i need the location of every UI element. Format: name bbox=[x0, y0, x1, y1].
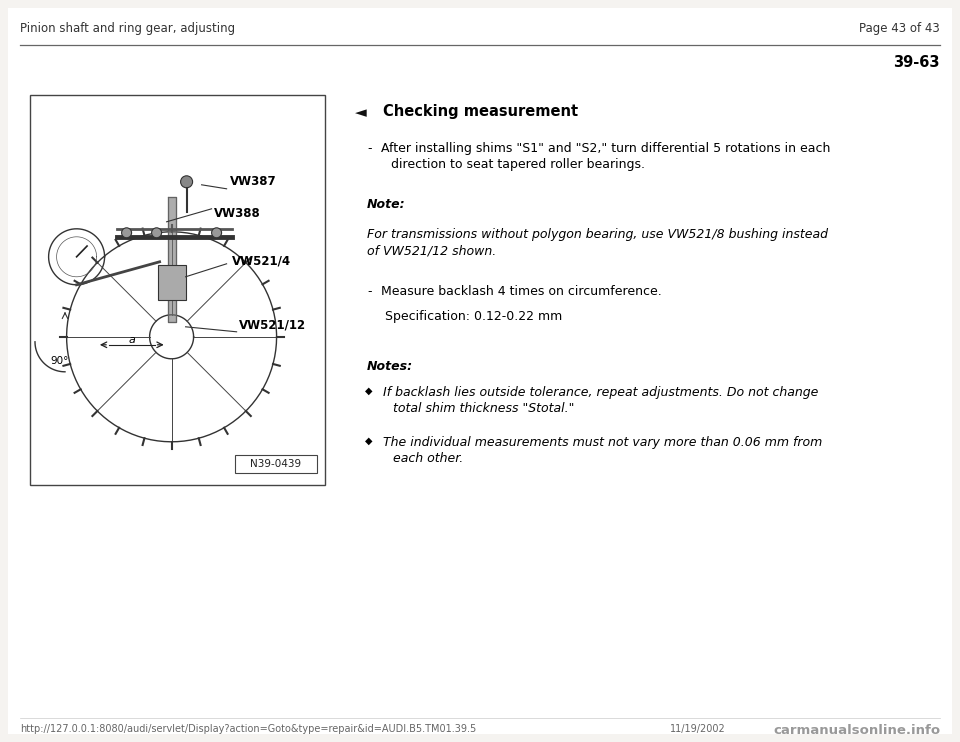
Text: VW387: VW387 bbox=[229, 175, 276, 188]
Text: direction to seat tapered roller bearings.: direction to seat tapered roller bearing… bbox=[391, 158, 645, 171]
Text: each other.: each other. bbox=[393, 452, 464, 465]
Text: 90°: 90° bbox=[51, 356, 69, 366]
Text: 39-63: 39-63 bbox=[894, 55, 940, 70]
Text: a: a bbox=[129, 335, 135, 345]
Bar bbox=[157, 265, 185, 300]
Text: Pinion shaft and ring gear, adjusting: Pinion shaft and ring gear, adjusting bbox=[20, 22, 235, 35]
Text: ◆: ◆ bbox=[365, 436, 372, 446]
Text: N39-0439: N39-0439 bbox=[251, 459, 301, 469]
Circle shape bbox=[211, 228, 222, 237]
Text: Measure backlash 4 times on circumference.: Measure backlash 4 times on circumferenc… bbox=[381, 285, 661, 298]
Text: Page 43 of 43: Page 43 of 43 bbox=[859, 22, 940, 35]
Text: For transmissions without polygon bearing, use VW521/8 bushing instead: For transmissions without polygon bearin… bbox=[367, 228, 828, 241]
Circle shape bbox=[152, 228, 161, 237]
Text: total shim thickness "Stotal.": total shim thickness "Stotal." bbox=[393, 402, 574, 415]
Text: VW521/4: VW521/4 bbox=[231, 255, 291, 268]
Bar bbox=[30, 95, 325, 485]
Text: The individual measurements must not vary more than 0.06 mm from: The individual measurements must not var… bbox=[383, 436, 823, 449]
Text: After installing shims "S1" and "S2," turn differential 5 rotations in each: After installing shims "S1" and "S2," tu… bbox=[381, 142, 830, 155]
Text: If backlash lies outside tolerance, repeat adjustments. Do not change: If backlash lies outside tolerance, repe… bbox=[383, 386, 818, 399]
Text: -: - bbox=[367, 285, 372, 298]
Circle shape bbox=[180, 176, 193, 188]
Text: ◄: ◄ bbox=[355, 105, 367, 120]
Text: 11/19/2002: 11/19/2002 bbox=[670, 724, 726, 734]
Text: Specification: 0.12-0.22 mm: Specification: 0.12-0.22 mm bbox=[385, 310, 563, 323]
Text: of VW521/12 shown.: of VW521/12 shown. bbox=[367, 244, 496, 257]
Text: VW521/12: VW521/12 bbox=[239, 319, 305, 332]
Text: Note:: Note: bbox=[367, 198, 406, 211]
Text: carmanualsonline.info: carmanualsonline.info bbox=[773, 724, 940, 737]
Text: Checking measurement: Checking measurement bbox=[383, 104, 578, 119]
Text: VW388: VW388 bbox=[213, 207, 260, 220]
Circle shape bbox=[122, 228, 132, 237]
Text: http://127.0.0.1:8080/audi/servlet/Display?action=Goto&type=repair&id=AUDI.B5.TM: http://127.0.0.1:8080/audi/servlet/Displ… bbox=[20, 724, 476, 734]
Text: Notes:: Notes: bbox=[367, 360, 413, 373]
Text: ◆: ◆ bbox=[365, 386, 372, 396]
Bar bbox=[235, 455, 317, 473]
Text: -: - bbox=[367, 142, 372, 155]
